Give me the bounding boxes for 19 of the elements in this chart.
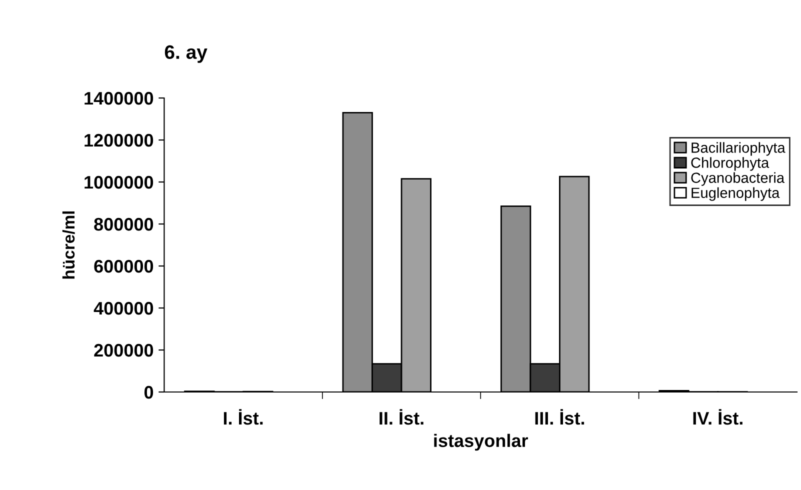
y-tick-label: 0 bbox=[144, 386, 154, 399]
x-tick-label: I. İst. bbox=[224, 409, 263, 425]
x-axis-title: istasyonlar bbox=[434, 434, 528, 451]
y-tick-label: 400000 bbox=[94, 302, 154, 315]
y-axis-title: hücre/ml bbox=[62, 211, 75, 279]
y-tick-label: 200000 bbox=[94, 344, 154, 357]
legend-label: Chlorophyta bbox=[691, 157, 770, 171]
y-tick-label: 800000 bbox=[94, 218, 154, 231]
legend-label: Cyanobacteria bbox=[691, 172, 785, 186]
chart-title: 6. ay bbox=[164, 45, 208, 63]
y-tick-label: 600000 bbox=[94, 260, 154, 273]
x-tick-label: II. İst. bbox=[380, 409, 424, 425]
legend-label: Euglenophyta bbox=[692, 187, 780, 201]
y-tick-label: 1200000 bbox=[84, 134, 154, 147]
x-tick-label: III. İst. bbox=[535, 409, 584, 425]
x-tick-label: IV. İst. bbox=[693, 409, 742, 425]
y-tick-label: 1400000 bbox=[84, 92, 154, 105]
y-tick-label: 1000000 bbox=[84, 176, 154, 189]
legend-label: Bacillariophyta bbox=[692, 142, 786, 156]
